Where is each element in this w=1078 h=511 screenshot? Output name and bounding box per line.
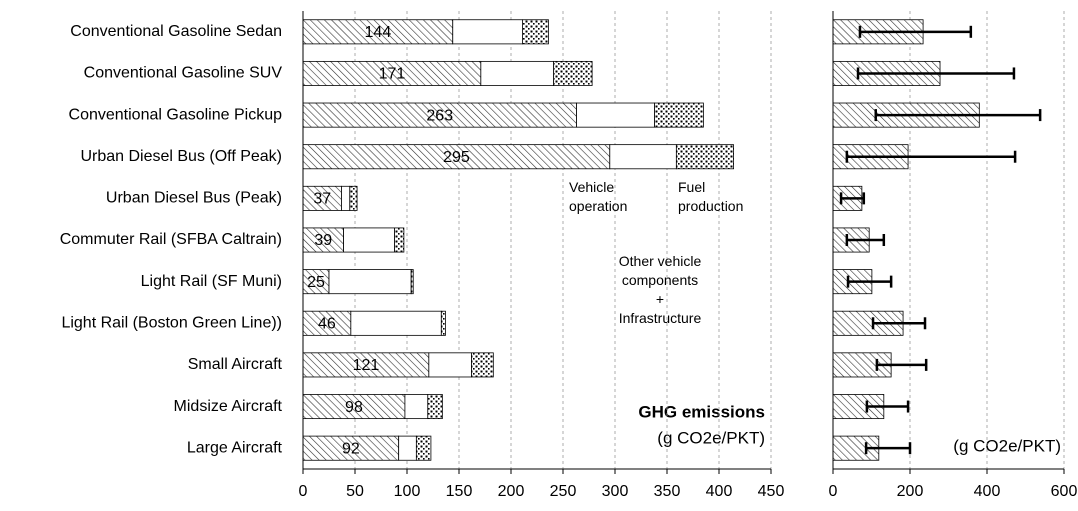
bar-segment xyxy=(341,185,351,211)
bar-segment xyxy=(576,102,655,128)
data-label: 46 xyxy=(318,315,336,332)
bar-segment xyxy=(394,227,405,253)
x-tick-label: 350 xyxy=(654,483,681,500)
bar-segment xyxy=(522,19,549,45)
x-tick-label: 300 xyxy=(602,483,629,500)
bar-segment xyxy=(302,102,577,128)
x-tick-label: 150 xyxy=(446,483,473,500)
bar-segment xyxy=(675,144,734,170)
bar-segment xyxy=(302,435,400,461)
data-label: 295 xyxy=(443,149,470,166)
y-tick-label: Commuter Rail (SFBA Caltrain) xyxy=(60,231,282,248)
annotation: Vehicle operation xyxy=(569,179,628,214)
data-label: 121 xyxy=(353,357,380,374)
bar-segment xyxy=(404,394,429,420)
bar-segment xyxy=(398,435,417,461)
y-tick-label: Conventional Gasoline Sedan xyxy=(70,23,282,40)
y-tick-label: Urban Diesel Bus (Off Peak) xyxy=(80,148,282,165)
bar-segment xyxy=(410,269,414,295)
x-tick-label: 0 xyxy=(299,483,308,500)
bar-segment xyxy=(452,19,523,45)
bar-segment xyxy=(302,310,352,336)
bar-segment xyxy=(343,227,395,253)
x-tick-label: 400 xyxy=(706,483,733,500)
y-tick-label: Urban Diesel Bus (Peak) xyxy=(106,190,282,207)
bar-segment xyxy=(302,352,430,378)
annotation: Other vehicle components + Infrastructur… xyxy=(618,253,702,326)
x-tick-label: 0 xyxy=(829,483,838,500)
bar-segment xyxy=(302,144,611,170)
bar-segment xyxy=(609,144,677,170)
x-tick-label: 50 xyxy=(346,483,364,500)
x-tick-label: 450 xyxy=(758,483,785,500)
x-tick-label: 100 xyxy=(394,483,421,500)
bar xyxy=(832,352,892,378)
x-tick-label: 250 xyxy=(550,483,577,500)
data-label: 144 xyxy=(365,24,392,41)
y-tick-label: Midsize Aircraft xyxy=(174,398,283,415)
bar-segment xyxy=(440,310,446,336)
bar-segment xyxy=(302,185,342,211)
bar-segment xyxy=(654,102,704,128)
y-tick-label: Small Aircraft xyxy=(188,356,283,373)
bar-segment xyxy=(350,310,442,336)
x-tick-label: 200 xyxy=(897,483,924,500)
bar-segment xyxy=(471,352,494,378)
chart-subtitle: (g CO2e/PKT) xyxy=(657,428,765,447)
data-label: 171 xyxy=(379,66,406,83)
chart-title: GHG emissions xyxy=(638,402,765,421)
data-label: 39 xyxy=(314,232,332,249)
data-label: 98 xyxy=(345,399,363,416)
bar-segment xyxy=(427,394,443,420)
bar-segment xyxy=(415,435,432,461)
annotation: Fuel production xyxy=(678,179,744,214)
bar-segment xyxy=(349,185,358,211)
data-label: 92 xyxy=(342,440,360,457)
x-tick-label: 200 xyxy=(498,483,525,500)
x-tick-label: 400 xyxy=(974,483,1001,500)
bar-segment xyxy=(328,269,412,295)
y-tick-label: Large Aircraft xyxy=(187,439,283,456)
bar-segment xyxy=(302,227,344,253)
bar-segment xyxy=(480,60,555,86)
y-tick-label: Conventional Gasoline SUV xyxy=(84,65,283,82)
y-tick-label: Light Rail (Boston Green Line)) xyxy=(61,314,282,331)
data-label: 37 xyxy=(313,191,331,208)
bar-segment xyxy=(302,269,330,295)
y-tick-label: Light Rail (SF Muni) xyxy=(141,273,282,290)
y-tick-label: Conventional Gasoline Pickup xyxy=(69,106,283,123)
chart-subtitle: (g CO2e/PKT) xyxy=(953,436,1061,455)
bar-segment xyxy=(428,352,472,378)
bar-segment xyxy=(553,60,593,86)
x-tick-label: 600 xyxy=(1051,483,1078,500)
data-label: 263 xyxy=(426,107,453,124)
data-label: 25 xyxy=(307,274,325,291)
